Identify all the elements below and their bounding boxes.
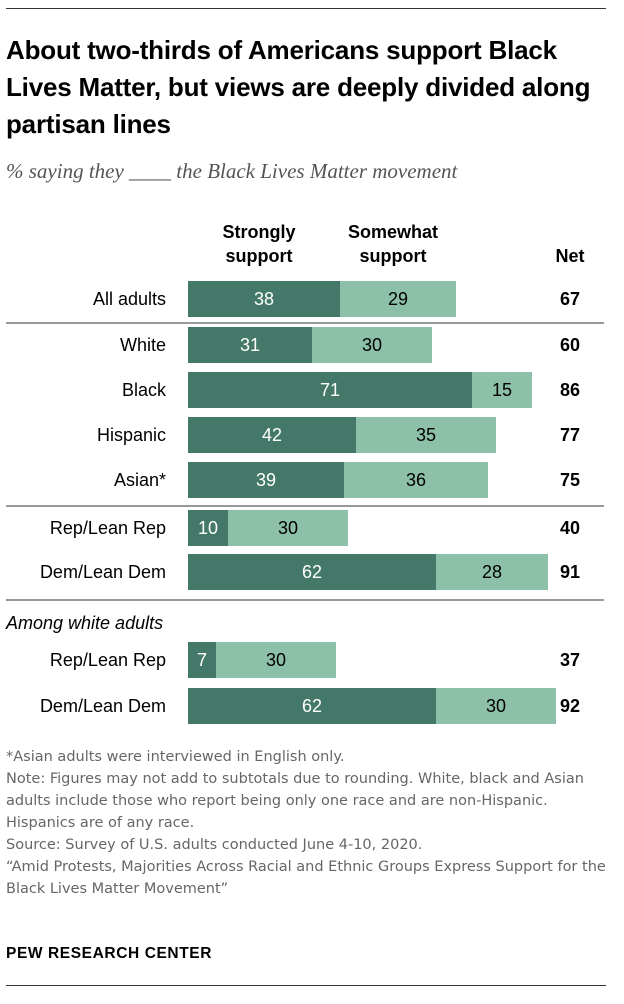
bar-strongly-support [188, 281, 340, 317]
value-label-strongly: 42 [262, 425, 282, 445]
net-value: 67 [560, 289, 580, 309]
bar-somewhat-support [216, 642, 336, 678]
stacked-bar-chart: Net Among white adults All adults 38 29 67 Whi… [5, 246, 604, 724]
category-label: All adults [93, 289, 166, 309]
bar-strongly-support [188, 642, 216, 678]
value-label-strongly: 71 [320, 380, 340, 400]
header-somewhat-line2: support [359, 246, 427, 266]
value-label-somewhat: 15 [492, 380, 512, 400]
bar-strongly-support [188, 554, 436, 590]
category-label: Hispanic [97, 425, 166, 445]
value-label-somewhat: 30 [278, 518, 298, 538]
note-figures: Note: Figures may not add to subtotals d… [6, 771, 584, 831]
bar-strongly-support [188, 510, 228, 546]
category-label: Rep/Lean Rep [50, 650, 166, 670]
section-label-white-adults: Among white adults [5, 613, 163, 633]
category-label: Black [122, 380, 167, 400]
value-label-somewhat: 35 [416, 425, 436, 445]
note-report-title: “Amid Protests, Majorities Across Racial… [6, 859, 606, 897]
bar-somewhat-support [312, 327, 432, 363]
bottom-rule [6, 985, 606, 986]
bar-somewhat-support [436, 688, 556, 724]
value-label-somewhat: 30 [362, 335, 382, 355]
category-label: Dem/Lean Dem [40, 696, 166, 716]
category-label: Dem/Lean Dem [40, 562, 166, 582]
bar-strongly-support [188, 417, 356, 453]
note-asterisk: *Asian adults were interviewed in Englis… [6, 749, 345, 765]
bar-strongly-support [188, 372, 472, 408]
value-label-strongly: 38 [254, 289, 274, 309]
notes-block: *Asian adults were interviewed in Englis… [6, 746, 616, 900]
chart-subtitle: % saying they ____ the Black Lives Matte… [6, 159, 458, 183]
bar-somewhat-support [472, 372, 532, 408]
category-label: White [120, 335, 166, 355]
net-value: 40 [560, 518, 580, 538]
bar-somewhat-support [436, 554, 548, 590]
net-value: 86 [560, 380, 580, 400]
category-label: Asian* [114, 470, 166, 490]
chart-title: About two-thirds of Americans support Bl… [6, 35, 591, 139]
bar-somewhat-support [344, 462, 488, 498]
value-label-somewhat: 29 [388, 289, 408, 309]
header-strongly-line2: support [225, 246, 293, 266]
header-somewhat-support: Somewhat support [328, 220, 458, 268]
net-value: 37 [560, 650, 580, 670]
value-label-strongly: 10 [198, 518, 218, 538]
value-label-strongly: 62 [302, 562, 322, 582]
bar-strongly-support [188, 327, 312, 363]
net-value: 91 [560, 562, 580, 582]
net-value: 60 [560, 335, 580, 355]
net-header: Net [555, 246, 584, 266]
net-value: 92 [560, 696, 580, 716]
value-label-somewhat: 36 [406, 470, 426, 490]
value-label-somewhat: 30 [266, 650, 286, 670]
top-rule [6, 8, 606, 9]
net-value: 75 [560, 470, 580, 490]
value-label-somewhat: 30 [486, 696, 506, 716]
header-strongly-line1: Strongly [222, 222, 296, 242]
bar-somewhat-support [340, 281, 456, 317]
note-source: Source: Survey of U.S. adults conducted … [6, 837, 423, 853]
bar-strongly-support [188, 462, 344, 498]
bar-strongly-support [188, 688, 436, 724]
value-label-strongly: 62 [302, 696, 322, 716]
net-value: 77 [560, 425, 580, 445]
value-label-somewhat: 28 [482, 562, 502, 582]
brand-name: PEW RESEARCH CENTER [6, 945, 213, 962]
value-label-strongly: 7 [197, 650, 207, 670]
bar-somewhat-support [228, 510, 348, 546]
value-label-strongly: 39 [256, 470, 276, 490]
category-label: Rep/Lean Rep [50, 518, 166, 538]
header-strongly-support: Strongly support [200, 220, 318, 268]
value-label-strongly: 31 [240, 335, 260, 355]
header-somewhat-line1: Somewhat [347, 222, 439, 242]
bar-somewhat-support [356, 417, 496, 453]
